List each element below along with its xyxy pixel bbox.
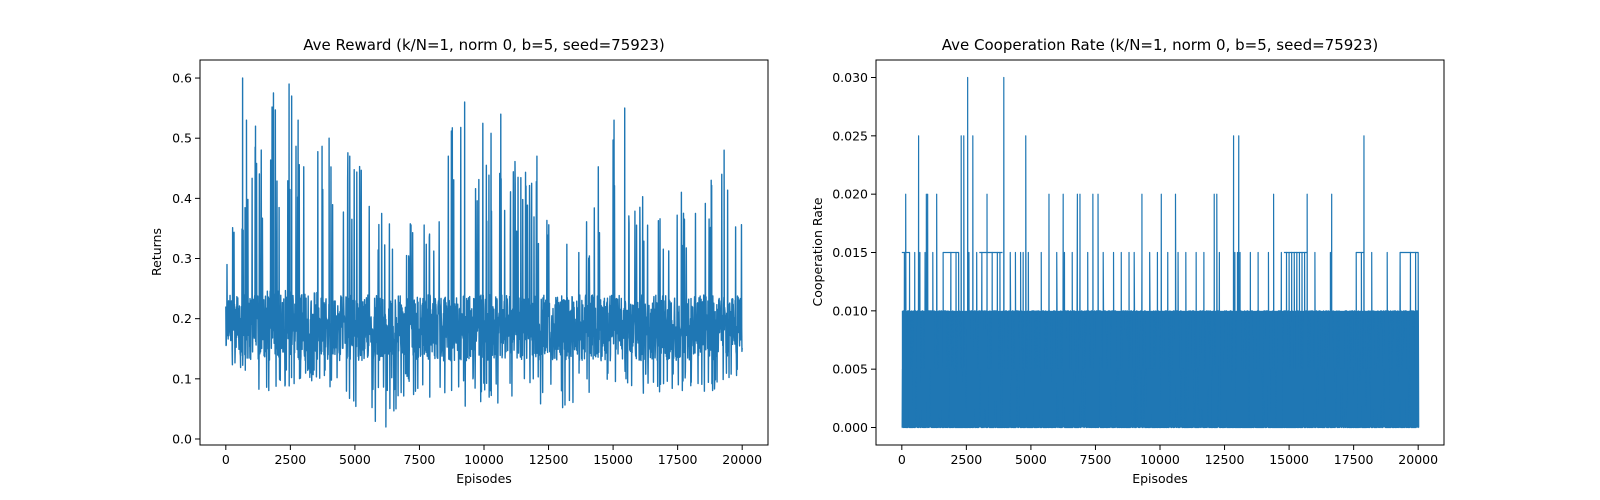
cooperation-series-line [901,76,1420,429]
reward-x-tick-label: 2500 [274,452,306,467]
cooperation-x-tick-label: 7500 [1080,452,1112,467]
reward-x-tick-label: 5000 [339,452,371,467]
reward-x-tick-label: 12500 [529,452,569,467]
cooperation-y-axis-label: Cooperation Rate [810,197,825,306]
cooperation-y-tick-label: 0.010 [832,303,868,318]
cooperation-x-tick-label: 5000 [1015,452,1047,467]
cooperation-x-tick-label: 2500 [950,452,982,467]
cooperation-y-tick-label: 0.030 [832,70,868,85]
cooperation-x-tick-label: 10000 [1140,452,1180,467]
cooperation-series [901,76,1420,429]
reward-y-tick-label: 0.3 [172,251,192,266]
cooperation-x-tick-label: 20000 [1398,452,1438,467]
cooperation-x-tick-label: 17500 [1334,452,1374,467]
reward-x-tick-label: 20000 [722,452,762,467]
cooperation-x-axis: 0 2500 5000 7500 10000 12500 15000 17500 20000 [898,445,1438,467]
reward-y-tick-label: 0.6 [172,71,192,86]
reward-x-tick-label: 7500 [404,452,436,467]
cooperation-y-tick-label: 0.000 [832,420,868,435]
cooperation-x-axis-label: Episodes [1132,471,1188,486]
reward-y-tick-label: 0.1 [172,371,192,386]
cooperation-y-tick-label: 0.005 [832,362,868,377]
reward-y-tick-label: 0.0 [172,431,192,446]
reward-x-tick-label: 10000 [464,452,504,467]
cooperation-x-tick-label: 15000 [1269,452,1309,467]
cooperation-y-axis: 0.000 0.005 0.010 0.015 0.020 0.025 0.030 [832,70,876,435]
reward-y-axis: 0.0 0.1 0.2 0.3 0.4 0.5 0.6 [172,71,200,446]
reward-x-tick-label: 15000 [593,452,633,467]
reward-y-tick-label: 0.2 [172,311,192,326]
reward-series-line [225,77,743,428]
reward-x-axis-label: Episodes [456,471,512,486]
reward-chart: 0 2500 5000 7500 10000 12500 15000 17500 20000 0… [149,36,769,486]
reward-y-tick-label: 0.5 [172,131,192,146]
cooperation-y-tick-label: 0.025 [832,128,868,143]
reward-y-axis-label: Returns [149,228,164,276]
cooperation-chart: 0 2500 5000 7500 10000 12500 15000 17500 20000 0… [810,36,1445,486]
reward-x-axis: 0 2500 5000 7500 10000 12500 15000 17500 20000 [222,445,762,467]
reward-chart-title: Ave Reward (k/N=1, norm 0, b=5, seed=759… [303,36,665,54]
reward-y-tick-label: 0.4 [172,191,192,206]
cooperation-x-tick-label: 0 [898,452,906,467]
reward-series [225,77,743,428]
reward-x-tick-label: 0 [222,452,230,467]
cooperation-y-tick-label: 0.020 [832,187,868,202]
reward-x-tick-label: 17500 [658,452,698,467]
cooperation-chart-title: Ave Cooperation Rate (k/N=1, norm 0, b=5… [942,36,1378,54]
cooperation-x-tick-label: 12500 [1205,452,1245,467]
cooperation-y-tick-label: 0.015 [832,245,868,260]
